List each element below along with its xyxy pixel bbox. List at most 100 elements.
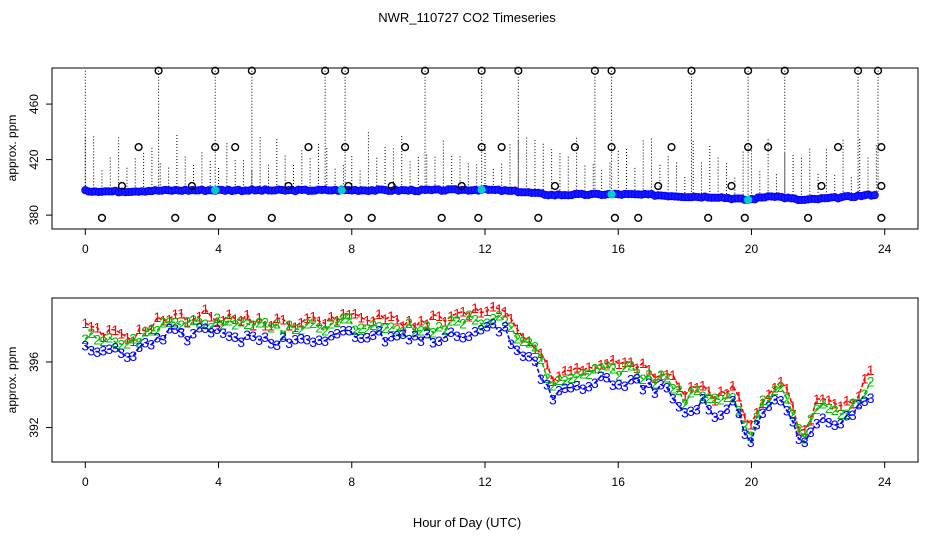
series-1-marker: 1 (663, 366, 671, 382)
series-2-marker: 2 (363, 321, 371, 337)
series-1-marker: 1 (567, 363, 575, 379)
series-3-marker: 3 (363, 330, 371, 346)
series-1-marker: 1 (183, 314, 191, 330)
series-1-marker: 1 (633, 360, 641, 376)
series-2-marker: 2 (867, 374, 875, 390)
series-1-marker: 1 (675, 379, 683, 395)
series-3-marker: 3 (471, 324, 479, 340)
series-2-marker: 2 (783, 391, 791, 407)
series-2-marker: 2 (717, 392, 725, 408)
series-3-marker: 3 (321, 333, 329, 349)
series-2-marker: 2 (255, 315, 263, 331)
series-2-marker: 2 (813, 401, 821, 417)
series-2-marker: 2 (687, 385, 695, 401)
series-1-marker: 1 (297, 314, 305, 330)
series-3-marker: 3 (477, 321, 485, 337)
series-2-marker: 2 (567, 370, 575, 386)
series-3-marker: 3 (783, 403, 791, 419)
outlier-point (477, 143, 486, 152)
series-2-marker: 2 (201, 316, 209, 332)
x-tick-label: 24 (878, 242, 892, 256)
series-3-marker: 3 (501, 319, 509, 335)
series-2-marker: 2 (339, 310, 347, 326)
series-1-marker: 1 (201, 301, 209, 317)
series-2-marker: 2 (417, 322, 425, 338)
series-2-marker: 2 (351, 322, 359, 338)
series-1-marker: 1 (111, 322, 119, 338)
series-2-marker: 2 (471, 311, 479, 327)
series-3-marker: 3 (513, 342, 521, 358)
series-1-marker: 1 (555, 368, 563, 384)
x-tick-label: 0 (82, 475, 89, 489)
series-1-marker: 1 (207, 309, 215, 325)
outlier-point (344, 213, 353, 222)
series-2-marker: 2 (447, 312, 455, 328)
outlier-point (877, 181, 886, 191)
series-1-marker: 1 (723, 386, 731, 402)
series-3-marker: 3 (639, 381, 647, 397)
x-tick-label: 12 (478, 242, 492, 256)
series-2-marker: 2 (657, 367, 665, 383)
series-3-marker: 3 (225, 328, 233, 344)
series-3-marker: 3 (585, 378, 593, 394)
outlier-point (607, 66, 616, 75)
series-1-marker: 1 (159, 312, 167, 328)
series-1-marker: 1 (303, 310, 311, 326)
series-2-marker: 2 (669, 380, 677, 396)
series-1-marker: 1 (861, 370, 869, 386)
series-2-marker: 2 (843, 406, 851, 422)
series-1-marker: 1 (855, 388, 863, 404)
series-1-marker: 1 (405, 313, 413, 329)
series-1-marker: 1 (525, 333, 533, 349)
series-2-marker: 2 (465, 307, 473, 323)
bottom-panel-y-label: approx. ppm (5, 347, 19, 414)
y-tick-label: 460 (27, 94, 41, 114)
series-1-marker: 1 (189, 312, 197, 328)
series-3-marker: 3 (633, 370, 641, 386)
series-1-marker: 1 (93, 320, 101, 336)
series-3-marker: 3 (345, 323, 353, 339)
outlier-point (877, 213, 886, 222)
series-3-marker: 3 (291, 332, 299, 348)
series-2-marker: 2 (831, 402, 839, 418)
series-1-marker: 1 (729, 377, 737, 393)
series-2-marker: 2 (585, 366, 593, 382)
series-2-marker: 2 (357, 320, 365, 336)
series-2-marker: 2 (387, 319, 395, 335)
series-3-marker: 3 (159, 332, 167, 348)
series-1-marker: 1 (153, 309, 161, 325)
series-1-marker: 1 (375, 306, 383, 322)
series-3-marker: 3 (243, 327, 251, 343)
series-2-marker: 2 (117, 336, 125, 352)
y-tick-label: 380 (27, 205, 41, 225)
data-point-highlight (477, 185, 486, 194)
series-2-marker: 2 (663, 369, 671, 385)
outlier-point (187, 181, 196, 191)
series-3-marker: 3 (195, 320, 203, 336)
series-1-marker: 1 (531, 341, 539, 357)
series-3-marker: 3 (297, 331, 305, 347)
series-1-marker: 1 (573, 360, 581, 376)
series-3-marker: 3 (687, 403, 695, 419)
series-3-marker: 3 (105, 341, 113, 357)
series-2-marker: 2 (735, 403, 743, 419)
series-1-marker: 1 (171, 306, 179, 322)
outlier-point (367, 213, 376, 222)
series-2-marker: 2 (555, 372, 563, 388)
series-3-marker: 3 (81, 337, 89, 353)
series-3-marker: 3 (147, 337, 155, 353)
series-1-marker: 1 (777, 374, 785, 390)
series-1-marker: 1 (621, 354, 629, 370)
series-3-marker: 3 (279, 329, 287, 345)
series-1-marker: 1 (177, 306, 185, 322)
series-3-line (84, 322, 872, 444)
series-1-marker: 1 (645, 362, 653, 378)
series-2-marker: 2 (369, 317, 377, 333)
series-3-marker: 3 (369, 327, 377, 343)
series-2-marker: 2 (243, 316, 251, 332)
series-1-marker: 1 (117, 326, 125, 342)
series-3-marker: 3 (273, 337, 281, 353)
series-1-marker: 1 (483, 303, 491, 319)
series-1-marker: 1 (801, 421, 809, 437)
